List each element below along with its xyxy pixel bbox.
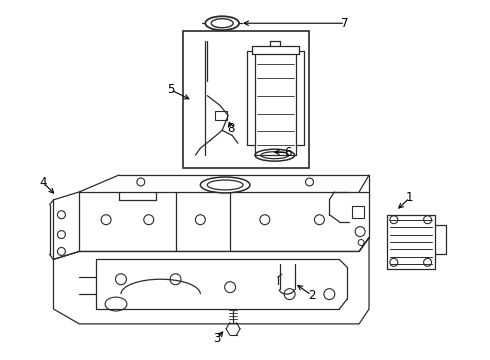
Text: 4: 4 xyxy=(40,176,48,189)
Bar xyxy=(183,31,310,168)
Bar xyxy=(352,206,364,218)
Text: 6: 6 xyxy=(284,146,292,159)
Ellipse shape xyxy=(200,177,250,193)
Bar xyxy=(215,111,227,121)
Text: 8: 8 xyxy=(227,122,235,135)
Text: 5: 5 xyxy=(167,83,174,96)
Text: 3: 3 xyxy=(214,332,221,345)
Text: 7: 7 xyxy=(342,17,349,30)
Text: 1: 1 xyxy=(406,192,414,204)
Text: 2: 2 xyxy=(308,289,315,302)
